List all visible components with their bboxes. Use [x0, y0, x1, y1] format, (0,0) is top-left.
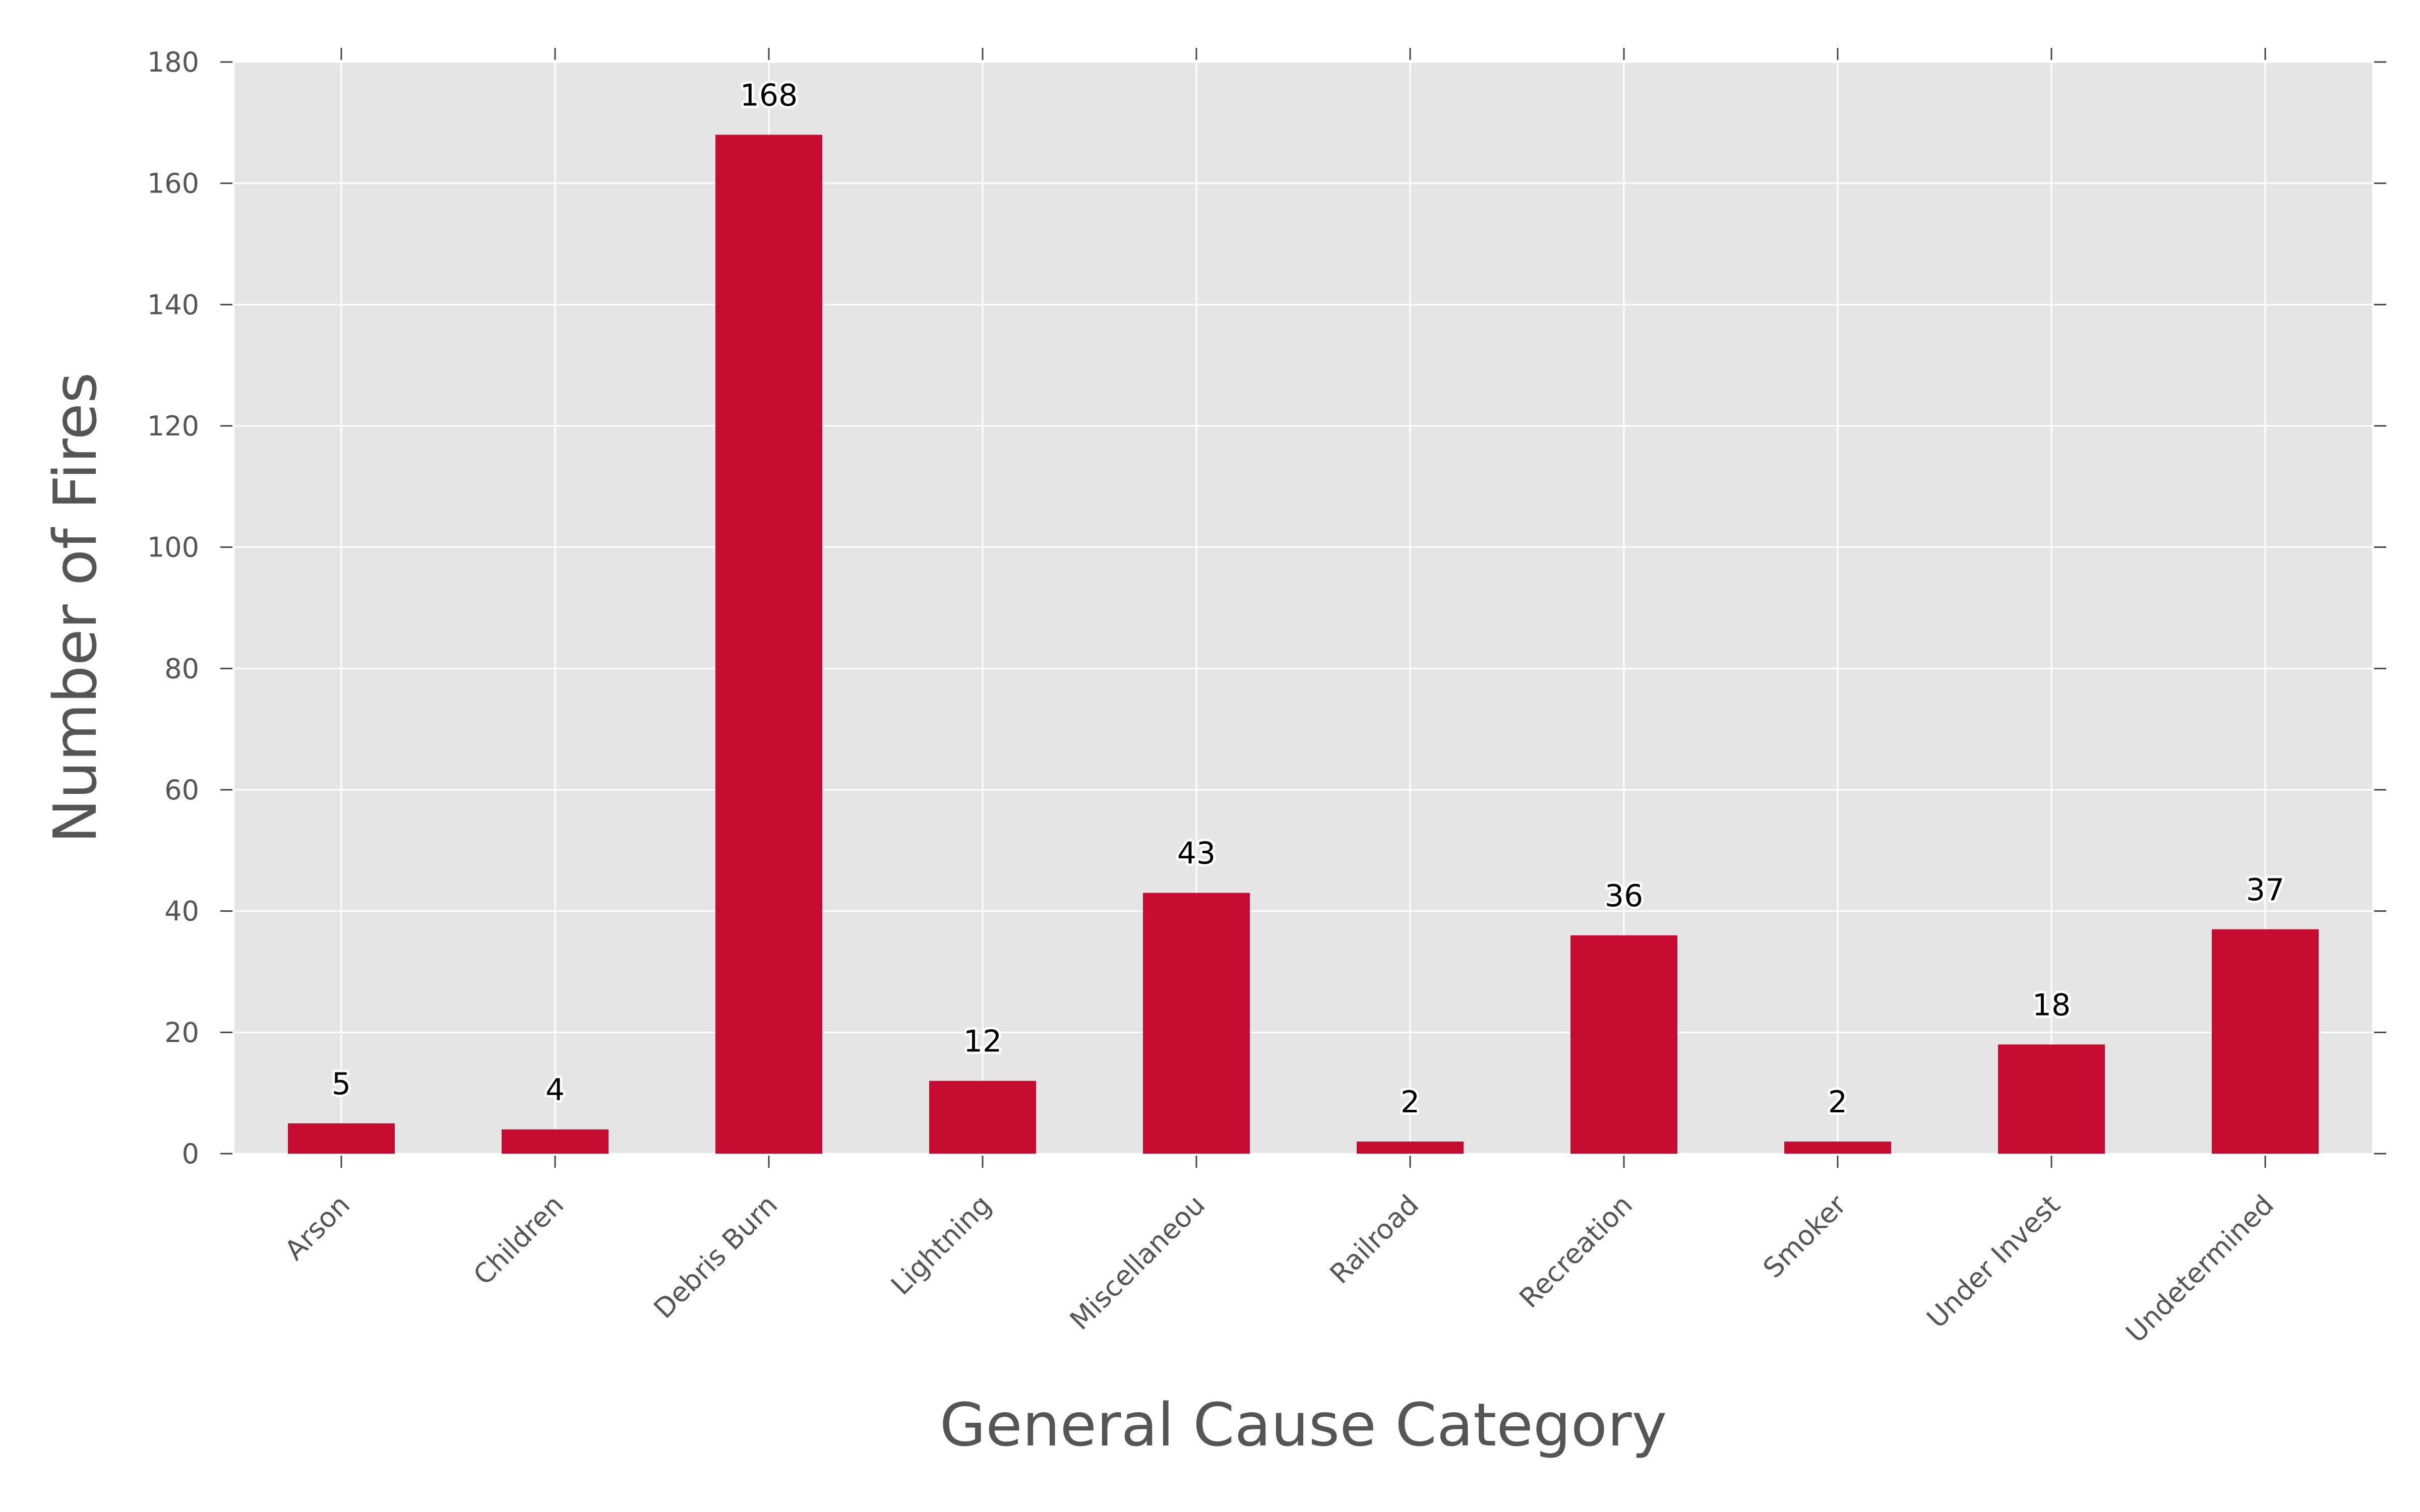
x-tick-label: Under Invest: [1921, 1189, 2067, 1335]
data-label: 5: [332, 1066, 351, 1102]
y-tick-label: 140: [147, 289, 199, 321]
data-label: 2: [1401, 1085, 1420, 1120]
y-tick-label: 0: [182, 1138, 199, 1170]
data-label: 18: [2032, 987, 2071, 1023]
y-tick-label: 20: [164, 1017, 199, 1048]
x-tick-label: Railroad: [1323, 1189, 1425, 1290]
bar: [1784, 1141, 1891, 1154]
bar: [1357, 1141, 1464, 1154]
bars: [288, 135, 2319, 1154]
x-axis-title: General Cause Category: [940, 1390, 1667, 1460]
bar: [288, 1123, 395, 1154]
data-label: 37: [2246, 872, 2284, 908]
y-tick-label: 100: [147, 532, 199, 563]
x-tick-label: Lightning: [885, 1189, 997, 1301]
y-tick-label: 180: [147, 46, 199, 78]
x-tick-label: Miscellaneou: [1064, 1189, 1211, 1336]
y-tick-label: 120: [147, 410, 199, 442]
plot-area: [234, 62, 2372, 1154]
data-label: 12: [963, 1024, 1002, 1059]
x-tick-label: Undetermined: [2120, 1189, 2280, 1349]
x-tick-labels: Arson Children Debris Burn Lightning Miscell…: [278, 1188, 2280, 1349]
y-tick-label: 60: [164, 774, 199, 806]
x-tick-label: Debris Burn: [648, 1189, 784, 1325]
x-tick-label: Recreation: [1513, 1189, 1639, 1314]
bar: [502, 1129, 609, 1154]
bar: [1570, 935, 1677, 1154]
bar: [1998, 1044, 2105, 1154]
bar: [1143, 893, 1250, 1154]
y-tick-labels: 0 20 40 60 80 100 120 140 160 180: [147, 46, 199, 1170]
x-tick-label: Smoker: [1757, 1188, 1853, 1284]
y-axis-title: Number of Fires: [40, 372, 110, 844]
bar: [715, 135, 822, 1154]
data-label: 36: [1605, 878, 1643, 914]
y-tick-label: 80: [164, 653, 199, 684]
y-tick-label: 160: [147, 168, 199, 200]
x-tick-label: Arson: [278, 1189, 356, 1267]
data-label: 168: [740, 78, 798, 113]
data-labels: 5 4 168 12 43 2 36 2 18 37: [329, 75, 2287, 1122]
bar: [929, 1081, 1036, 1154]
x-tick-label: Children: [467, 1189, 570, 1291]
data-label: 43: [1177, 836, 1216, 871]
y-tick-label: 40: [164, 896, 199, 927]
data-label: 2: [1828, 1085, 1847, 1120]
bar: [2212, 929, 2319, 1154]
data-label: 4: [546, 1073, 565, 1108]
axis-ticks: [220, 48, 2386, 1168]
